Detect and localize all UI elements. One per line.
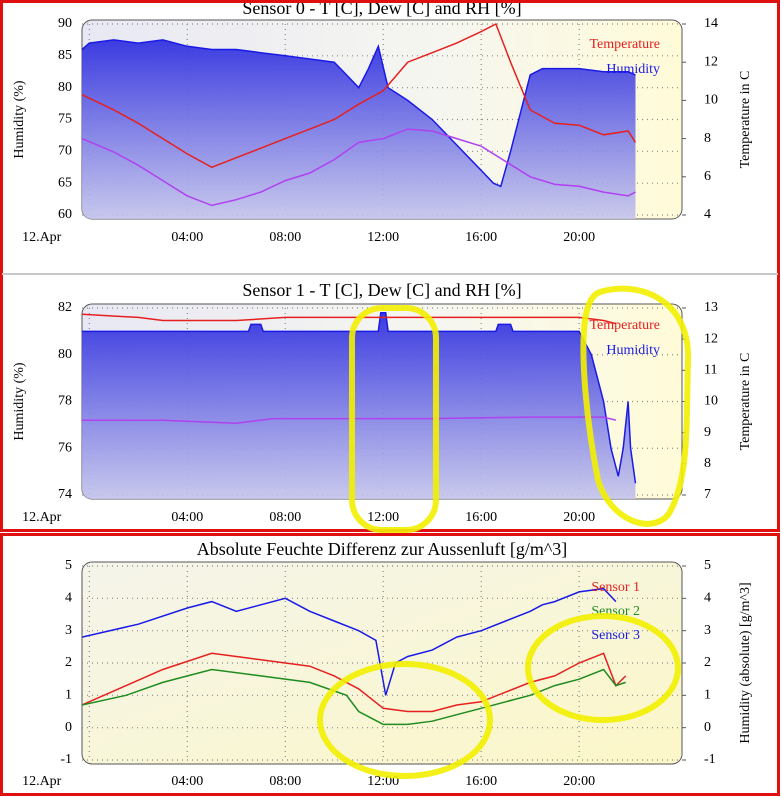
x-tick-label: 20:00 [563, 774, 595, 789]
y-tick-label: 60 [58, 207, 72, 222]
y-tick-label: 76 [58, 440, 72, 455]
chart-title: Sensor 1 - T [C], Dew [C] and RH [%] [242, 280, 521, 300]
highlight-mark [317, 661, 493, 779]
highlight-mark [580, 285, 692, 527]
x-tick-label: 12.Apr [22, 774, 62, 789]
y-tick-label: 65 [58, 175, 72, 190]
y-axis-title: Humidity (%) [12, 362, 27, 440]
y2-tick-label: 2 [704, 655, 711, 670]
line [82, 668, 626, 726]
x-tick-label: 12.Apr [22, 230, 62, 245]
y-tick-label: 80 [58, 347, 72, 362]
x-tick-label: 12:00 [367, 510, 399, 525]
y2-axis-title: Humidity (absolute) [g/m^3] [738, 582, 753, 743]
y-tick-label: 78 [58, 394, 72, 409]
y-tick-label: 80 [58, 80, 72, 95]
x-tick-label: 04:00 [171, 230, 203, 245]
x-tick-label: 16:00 [465, 230, 497, 245]
line [82, 313, 617, 325]
legend-label: Temperature [589, 37, 660, 52]
y2-axis-title: Temperature in C [738, 353, 753, 451]
line [82, 416, 617, 425]
x-tick-label: 20:00 [563, 510, 595, 525]
y-tick-label: 90 [58, 16, 72, 31]
y-axis-title: Humidity (%) [12, 80, 27, 158]
x-tick-label: 08:00 [269, 510, 301, 525]
line [82, 39, 636, 188]
x-tick-label: 04:00 [171, 774, 203, 789]
y2-tick-label: 10 [704, 394, 718, 409]
y2-tick-label: 4 [704, 591, 711, 606]
y2-tick-label: 3 [704, 623, 711, 638]
y2-tick-label: 1 [704, 688, 711, 703]
frame [0, 533, 780, 796]
x-tick-label: 08:00 [269, 230, 301, 245]
legend-label: Humidity [606, 62, 660, 77]
y2-tick-label: 14 [704, 16, 718, 31]
y-tick-label: 74 [58, 487, 72, 502]
highlight-mark [349, 305, 439, 533]
y2-tick-label: 8 [704, 456, 711, 471]
line [82, 311, 637, 484]
x-tick-label: 16:00 [465, 774, 497, 789]
y-tick-label: 75 [58, 112, 72, 127]
y-tick-label: 3 [65, 623, 72, 638]
charts: Sensor 0 - T [C], Dew [C] and RH [%]6065… [12, 0, 753, 789]
line [82, 128, 636, 207]
chart: Sensor 1 - T [C], Dew [C] and RH [%] 74 76… [12, 280, 753, 525]
x-tick-label: 16:00 [465, 510, 497, 525]
chart: Sensor 0 - T [C], Dew [C] and RH [%] 60 65… [12, 0, 753, 245]
y2-tick-label: 13 [704, 300, 718, 315]
y2-tick-label: 6 [704, 169, 711, 184]
chart-title: Absolute Feuchte Differenz zur Aussenluf… [197, 539, 568, 559]
y-tick-label: 2 [65, 655, 72, 670]
y2-tick-label: 11 [704, 363, 717, 378]
y-tick-label: 82 [58, 300, 72, 315]
x-tick-label: 12:00 [367, 230, 399, 245]
x-tick-label: 12.Apr [22, 510, 62, 525]
y-tick-label: 1 [65, 688, 72, 703]
x-tick-label: 08:00 [269, 774, 301, 789]
y-tick-label: -1 [60, 752, 72, 767]
y2-tick-label: 12 [704, 54, 718, 69]
y-tick-label: 85 [58, 48, 72, 63]
legend-label: Sensor 3 [591, 628, 640, 643]
line [82, 587, 617, 696]
area [82, 39, 636, 219]
y2-tick-label: 12 [704, 331, 718, 346]
y2-tick-label: 5 [704, 558, 711, 573]
legend-label: Temperature [589, 318, 660, 333]
chart-title: Sensor 0 - T [C], Dew [C] and RH [%] [242, 0, 521, 18]
y-tick-label: 4 [65, 591, 72, 606]
y2-tick-label: 4 [704, 207, 711, 222]
y-tick-label: 5 [65, 558, 72, 573]
annotations [317, 285, 692, 779]
y2-tick-label: 8 [704, 131, 711, 146]
y-tick-label: 70 [58, 144, 72, 159]
line [82, 652, 627, 713]
y2-tick-label: 7 [704, 487, 711, 502]
legend-label: Humidity [606, 343, 660, 358]
y2-tick-label: -1 [704, 752, 716, 767]
highlight-mark [525, 613, 681, 723]
y2-tick-label: 9 [704, 425, 711, 440]
y2-axis-title: Temperature in C [738, 71, 753, 169]
line [82, 22, 637, 169]
y2-tick-label: 10 [704, 93, 718, 108]
area [82, 312, 636, 499]
x-tick-label: 04:00 [171, 510, 203, 525]
y-tick-label: 0 [65, 720, 72, 735]
legend-label: Sensor 1 [591, 580, 640, 595]
y2-tick-label: 0 [704, 720, 711, 735]
x-tick-label: 20:00 [563, 230, 595, 245]
